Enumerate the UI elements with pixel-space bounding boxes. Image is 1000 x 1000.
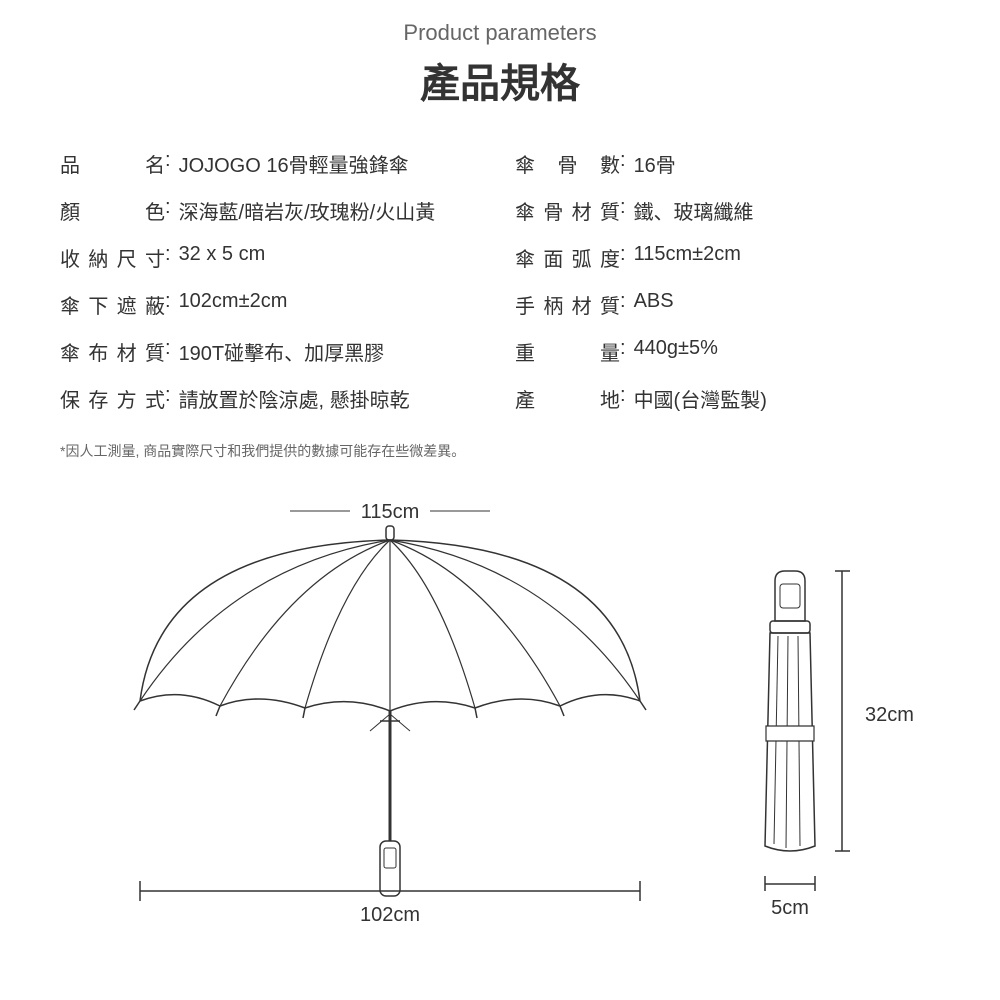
spec-label: 手柄材質 — [515, 290, 620, 319]
spec-value: 115cm±2cm — [634, 243, 940, 272]
dim-coverage: 102cm — [360, 904, 420, 926]
spec-row: 顏色 : 深海藍/暗岩灰/玫瑰粉/火山黃 — [60, 196, 485, 225]
umbrella-open-diagram: 115cm — [110, 486, 670, 931]
spec-label: 顏色 — [60, 196, 165, 225]
spec-row: 傘下遮蔽 : 102cm±2cm — [60, 290, 485, 319]
spec-value: ABS — [634, 290, 940, 319]
specs-col-right: 傘骨數 : 16骨 傘骨材質 : 鐵、玻璃纖維 傘面弧度 : 115cm±2cm… — [515, 149, 940, 431]
spec-label: 品名 — [60, 149, 165, 178]
spec-label: 保存方式 — [60, 384, 165, 413]
umbrella-closed-diagram: 32cm 5cm — [730, 566, 890, 931]
spec-label: 傘骨材質 — [515, 196, 620, 225]
title: 產品規格 — [60, 51, 940, 109]
spec-row: 產地 : 中國(台灣監製) — [515, 384, 940, 413]
spec-row: 傘布材質 : 190T碰擊布、加厚黑膠 — [60, 337, 485, 366]
diagram-area: 115cm — [60, 486, 940, 931]
spec-value: 102cm±2cm — [179, 290, 485, 319]
spec-row: 傘面弧度 : 115cm±2cm — [515, 243, 940, 272]
spec-value: 440g±5% — [634, 337, 940, 366]
spec-value: 32 x 5 cm — [179, 243, 485, 272]
spec-value: JOJOGO 16骨輕量強鋒傘 — [179, 149, 485, 178]
spec-row: 傘骨數 : 16骨 — [515, 149, 940, 178]
spec-row: 收納尺寸 : 32 x 5 cm — [60, 243, 485, 272]
specs-table: 品名 : JOJOGO 16骨輕量強鋒傘 顏色 : 深海藍/暗岩灰/玫瑰粉/火山… — [60, 149, 940, 431]
infographic-container: Product parameters 產品規格 品名 : JOJOGO 16骨輕… — [0, 0, 1000, 1000]
spec-value: 請放置於陰涼處, 懸掛晾乾 — [179, 384, 485, 413]
note: *因人工測量, 商品實際尺寸和我們提供的數據可能存在些微差異。 — [60, 441, 940, 461]
spec-row: 傘骨材質 : 鐵、玻璃纖維 — [515, 196, 940, 225]
dim-arc: 115cm — [361, 501, 420, 523]
dim-width: 5cm — [771, 897, 809, 919]
subtitle: Product parameters — [60, 20, 940, 46]
header: Product parameters 產品規格 — [60, 20, 940, 109]
spec-label: 傘布材質 — [60, 337, 165, 366]
spec-label: 傘骨數 — [515, 149, 620, 178]
spec-label: 傘下遮蔽 — [60, 290, 165, 319]
spec-label: 重量 — [515, 337, 620, 366]
spec-value: 鐵、玻璃纖維 — [634, 196, 940, 225]
spec-row: 手柄材質 : ABS — [515, 290, 940, 319]
spec-value: 190T碰擊布、加厚黑膠 — [179, 337, 485, 366]
spec-label: 傘面弧度 — [515, 243, 620, 272]
spec-row: 保存方式 : 請放置於陰涼處, 懸掛晾乾 — [60, 384, 485, 413]
spec-value: 中國(台灣監製) — [634, 384, 940, 413]
spec-label: 收納尺寸 — [60, 243, 165, 272]
spec-value: 深海藍/暗岩灰/玫瑰粉/火山黃 — [179, 196, 485, 225]
specs-col-left: 品名 : JOJOGO 16骨輕量強鋒傘 顏色 : 深海藍/暗岩灰/玫瑰粉/火山… — [60, 149, 485, 431]
dim-height: 32cm — [865, 704, 914, 726]
spec-row: 品名 : JOJOGO 16骨輕量強鋒傘 — [60, 149, 485, 178]
spec-label: 產地 — [515, 384, 620, 413]
spec-row: 重量 : 440g±5% — [515, 337, 940, 366]
spec-value: 16骨 — [634, 149, 940, 178]
